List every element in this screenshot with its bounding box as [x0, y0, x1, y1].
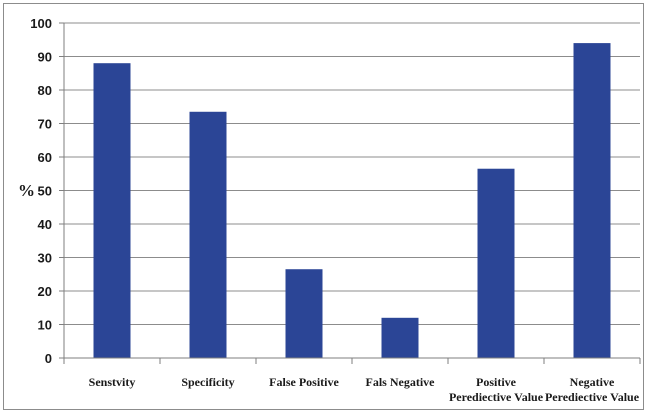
bar	[477, 168, 515, 358]
bar	[573, 43, 611, 358]
bar	[93, 63, 131, 358]
y-axis-label: %	[18, 181, 35, 200]
x-category-label: Senstvity	[89, 375, 136, 389]
bars	[93, 43, 611, 359]
y-tick-label: 90	[38, 50, 52, 65]
x-category-labels: Senstvity Specificity False Positive Fals N…	[89, 375, 640, 404]
x-category-label: Perediective Value	[545, 390, 640, 404]
y-tick-labels: 0 10 20 30 40 50 60 70 80 90 100	[30, 16, 52, 366]
bar	[285, 269, 323, 358]
x-category-label: Negative	[570, 375, 615, 389]
y-tick-label: 70	[38, 117, 52, 132]
y-tick-label: 10	[38, 318, 52, 333]
y-tick-label: 50	[38, 184, 52, 199]
x-category-label: Specificity	[181, 375, 234, 389]
axes	[59, 22, 641, 364]
y-tick-label: 20	[38, 284, 52, 299]
y-tick-label: 100	[30, 16, 52, 31]
x-category-label: Perediective Value	[449, 390, 544, 404]
x-category-label: Positive	[476, 375, 517, 389]
y-tick-label: 30	[38, 251, 52, 266]
x-category-label: Fals Negative	[366, 375, 436, 389]
x-category-label: False Positive	[269, 375, 339, 389]
y-tick-label: 40	[38, 217, 52, 232]
bar	[189, 111, 227, 359]
bar	[381, 317, 419, 358]
y-tick-label: 80	[38, 83, 52, 98]
gridlines	[64, 22, 640, 325]
y-tick-label: 0	[45, 351, 52, 366]
y-tick-label: 60	[38, 150, 52, 165]
